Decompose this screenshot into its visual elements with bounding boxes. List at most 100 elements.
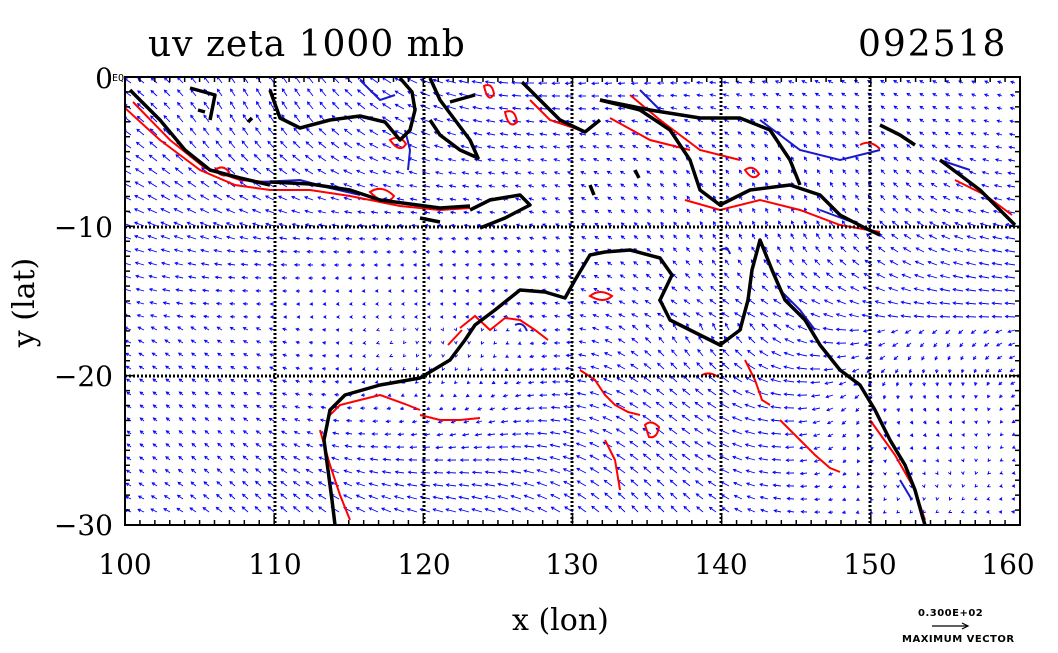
wind-vector-head (642, 414, 647, 419)
wind-vector-head (567, 301, 572, 305)
wind-vector-head (804, 181, 808, 186)
wind-vector-head (979, 235, 984, 240)
wind-vector-head (699, 234, 704, 238)
wind-vector (421, 471, 431, 474)
wind-vector-head (1011, 471, 1016, 475)
wind-vector (811, 381, 821, 384)
wind-vector (553, 145, 561, 149)
wind-vector-head (694, 414, 698, 419)
wind-vector-head (725, 233, 730, 238)
wind-vector-head (176, 114, 181, 119)
wind-vector-head (645, 324, 650, 328)
wind-vector-head (770, 378, 775, 382)
wind-vector-head (150, 102, 155, 107)
wind-vector-head (813, 272, 817, 276)
wind-vector-head (484, 507, 489, 512)
wind-vector (265, 195, 275, 201)
wind-vector-head (451, 406, 456, 411)
wind-vector (733, 469, 743, 474)
wind-vector-head (670, 299, 675, 304)
wind-vector-head (681, 427, 686, 432)
wind-vector-head (824, 286, 829, 290)
wind-vector-head (230, 365, 235, 370)
wind-vector (498, 81, 509, 84)
wind-vector-head (424, 236, 429, 241)
wind-vector (940, 302, 951, 305)
wind-vector (879, 355, 886, 360)
wind-vector (694, 441, 704, 448)
wind-vector (330, 155, 340, 162)
wind-vector-head (760, 298, 765, 303)
wind-vector-head (985, 369, 990, 373)
wind-vector-head (631, 337, 636, 342)
wind-vector-head (770, 364, 775, 369)
wind-vector (671, 286, 678, 292)
wind-vector (459, 471, 470, 474)
wind-vector (696, 299, 704, 305)
wind-vector-head (269, 340, 273, 344)
wind-vector-head (590, 365, 595, 370)
wind-vector-head (659, 170, 664, 174)
wind-vector (606, 300, 613, 305)
wind-vector (695, 467, 704, 474)
wind-vector (591, 366, 600, 370)
wind-vector-field (125, 77, 1016, 515)
wind-vector-head (451, 249, 456, 254)
wind-vector (420, 104, 431, 110)
wind-vector-head (744, 443, 749, 447)
wind-vector (255, 493, 262, 500)
wind-vector-head (305, 481, 310, 485)
wind-vector-head (888, 273, 893, 277)
wind-vector (550, 456, 561, 461)
wind-vector (176, 302, 184, 305)
wind-vector-head (320, 405, 325, 410)
wind-vector (996, 146, 1003, 149)
wind-vector-head (491, 380, 496, 385)
wind-vector (816, 220, 821, 227)
wind-vector (253, 250, 262, 253)
wind-vector-head (697, 131, 702, 136)
wind-vector-head (191, 404, 196, 408)
wind-vector-head (348, 341, 353, 345)
wind-vector-head (269, 315, 274, 319)
wind-vector (553, 133, 561, 136)
wind-vector-head (536, 456, 541, 461)
wind-vector-head (165, 417, 170, 421)
wind-vector-head (165, 365, 169, 370)
wind-vector-head (948, 433, 953, 437)
wind-vector-head (839, 259, 844, 263)
wind-vector-head (681, 440, 686, 445)
wind-vector-head (282, 379, 286, 383)
wind-vector (227, 249, 236, 253)
wind-vector (785, 312, 795, 318)
wind-vector-head (322, 302, 327, 306)
wind-vector-head (709, 299, 714, 303)
wind-vector (879, 220, 886, 227)
wind-vector (240, 250, 249, 253)
wind-vector (229, 114, 236, 123)
wind-vector-head (777, 233, 782, 237)
wind-vector (135, 155, 145, 162)
wind-vector (837, 355, 847, 358)
wind-vector-head (241, 506, 246, 510)
wind-vector-head (591, 132, 596, 136)
wind-vector-head (605, 145, 610, 149)
wind-vector-head (842, 484, 847, 489)
wind-vector-head (229, 114, 234, 118)
wind-vector (239, 195, 249, 201)
wind-vector-head (334, 276, 339, 280)
wind-vector-head (669, 466, 673, 471)
wind-vector-head (698, 144, 703, 148)
wind-vector-head (591, 81, 595, 86)
wind-vector (436, 198, 444, 201)
wind-vector (631, 492, 639, 500)
wind-vector (304, 196, 314, 201)
wind-vector-head (252, 235, 257, 240)
wind-vector (671, 299, 678, 305)
wind-vector-head (842, 433, 846, 438)
wind-vector (734, 363, 743, 370)
wind-vector-head (553, 341, 558, 345)
wind-vector-head (602, 454, 607, 458)
wind-vector-head (566, 158, 571, 162)
wind-vector-head (151, 339, 155, 343)
